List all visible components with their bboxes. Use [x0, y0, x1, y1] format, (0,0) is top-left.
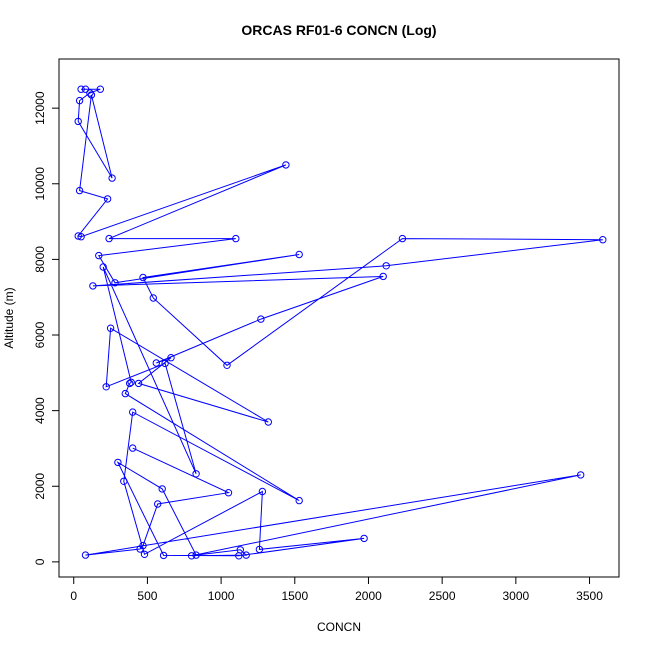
- x-axis: 0 500 1000 1500 2000 2500 3000 3500: [70, 576, 603, 603]
- data-point: [86, 89, 94, 97]
- data-point: [360, 534, 368, 543]
- data-point: [99, 263, 107, 271]
- y-tick-label: 4000: [33, 397, 47, 424]
- data-point: [126, 379, 134, 388]
- data-point: [149, 294, 158, 302]
- data-point: [167, 354, 175, 362]
- data-point: [89, 282, 97, 290]
- data-point: [158, 485, 166, 493]
- data-point: [105, 234, 113, 243]
- x-tick-label: 3000: [502, 589, 529, 603]
- data-point: [379, 272, 387, 281]
- data-point: [77, 85, 85, 93]
- y-tick-label: 6000: [33, 321, 47, 348]
- data-point: [75, 96, 84, 105]
- data-series: [74, 85, 607, 560]
- data-point: [242, 551, 250, 559]
- y-tick-label: 2000: [33, 473, 47, 500]
- data-point: [108, 174, 116, 182]
- data-point: [95, 251, 103, 260]
- x-tick-label: 500: [137, 589, 157, 603]
- data-point: [295, 250, 303, 259]
- series-line: [77, 88, 603, 557]
- data-point: [264, 418, 272, 426]
- x-tick-label: 2000: [355, 589, 382, 603]
- data-point: [81, 551, 90, 559]
- data-point: [154, 500, 162, 508]
- data-point: [87, 91, 96, 99]
- data-point: [192, 470, 200, 478]
- data-point: [129, 444, 137, 452]
- data-point: [398, 234, 407, 243]
- data-point: [127, 378, 135, 386]
- data-point: [102, 383, 110, 391]
- data-point: [232, 234, 240, 243]
- data-point: [223, 361, 231, 369]
- x-tick-label: 1500: [281, 589, 308, 603]
- plot-frame: [58, 58, 620, 578]
- x-axis-label: CONCN: [317, 620, 361, 634]
- y-tick-label: 12000: [33, 91, 47, 125]
- data-point: [74, 232, 82, 240]
- x-tick-label: 1000: [208, 589, 235, 603]
- data-point: [258, 487, 267, 496]
- data-point: [129, 408, 137, 416]
- x-tick-label: 0: [70, 589, 77, 603]
- data-point: [577, 471, 585, 479]
- data-point: [106, 324, 115, 332]
- data-point: [140, 550, 149, 558]
- data-point: [103, 195, 112, 203]
- data-point: [77, 233, 85, 241]
- data-point: [382, 262, 390, 270]
- data-point: [111, 279, 119, 287]
- data-point: [282, 161, 290, 169]
- data-point: [121, 389, 130, 398]
- data-point: [255, 545, 264, 554]
- data-point: [159, 551, 168, 560]
- y-axis: 0 2000 4000 6000 8000 10000 12000: [33, 91, 60, 565]
- data-point: [120, 477, 128, 485]
- y-tick-label: 10000: [33, 167, 47, 201]
- y-tick-label: 8000: [33, 246, 47, 273]
- y-tick-label: 0: [33, 558, 47, 565]
- chart-title: ORCAS RF01-6 CONCN (Log): [241, 22, 436, 38]
- data-point: [96, 85, 105, 93]
- y-axis-label: Altitude (m): [2, 287, 16, 348]
- data-point: [74, 117, 82, 126]
- data-point: [599, 236, 607, 244]
- data-point: [257, 315, 265, 323]
- x-tick-label: 3500: [576, 589, 603, 603]
- data-point: [161, 359, 169, 368]
- data-point: [75, 186, 84, 195]
- data-point: [152, 359, 161, 367]
- data-point: [139, 273, 147, 282]
- data-point: [139, 541, 147, 550]
- data-point: [224, 489, 233, 497]
- x-tick-label: 2500: [429, 589, 456, 603]
- data-point: [236, 546, 245, 554]
- data-point: [192, 551, 200, 559]
- data-point: [81, 85, 90, 93]
- data-point: [187, 552, 196, 560]
- data-point: [134, 379, 143, 388]
- data-point: [114, 458, 122, 467]
- data-point: [295, 496, 303, 505]
